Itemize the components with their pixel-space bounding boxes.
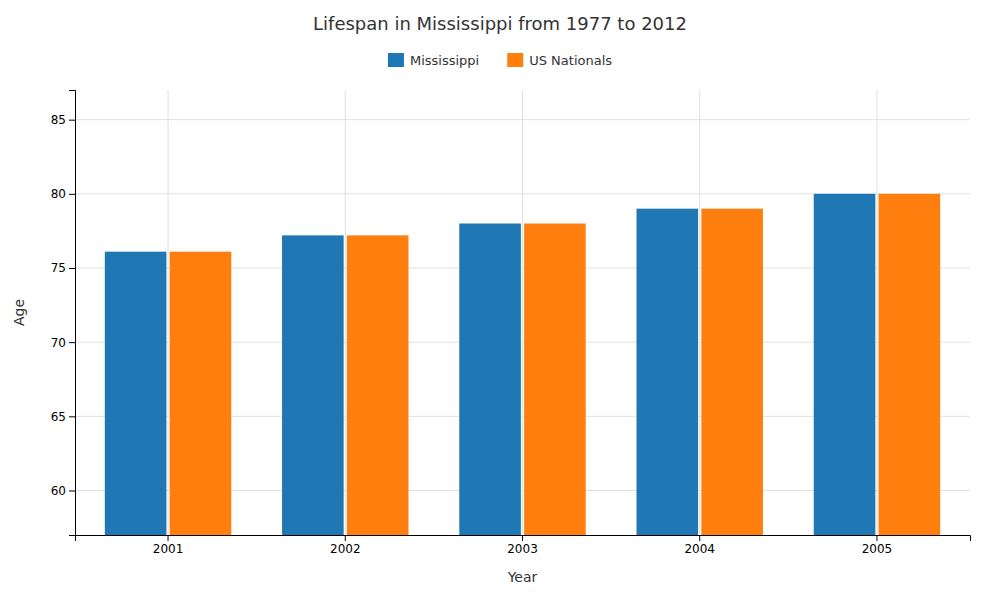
legend: Mississippi US Nationals bbox=[388, 53, 612, 68]
legend-swatch bbox=[507, 53, 523, 67]
y-tick-mark bbox=[69, 268, 75, 269]
y-tick-mark bbox=[69, 120, 75, 121]
legend-swatch bbox=[388, 53, 404, 67]
y-tick-label: 75 bbox=[51, 261, 66, 275]
x-tick: 2004 bbox=[684, 535, 715, 556]
x-tick-mark bbox=[699, 535, 700, 541]
x-grid-line bbox=[168, 90, 169, 535]
y-tick: 65 bbox=[51, 410, 75, 424]
x-tick-label: 2002 bbox=[330, 542, 361, 556]
x-tick: 2001 bbox=[153, 535, 184, 556]
bar-series bbox=[170, 194, 941, 535]
grid bbox=[75, 90, 970, 535]
y-tick-mark bbox=[69, 342, 75, 343]
y-tick: 80 bbox=[51, 187, 75, 201]
y-axis: 60 65 70 75 80 85 bbox=[51, 91, 76, 536]
x-tick: 2003 bbox=[507, 535, 538, 556]
x-tick: 2002 bbox=[330, 535, 361, 556]
bar bbox=[105, 252, 167, 535]
x-tick-mark bbox=[168, 535, 169, 541]
x-tick: 2005 bbox=[862, 535, 893, 556]
x-axis-title: Year bbox=[507, 569, 538, 585]
x-tick-mark bbox=[345, 535, 346, 541]
bar bbox=[524, 224, 586, 536]
bar bbox=[879, 194, 941, 535]
x-grid-line bbox=[345, 90, 346, 535]
x-tick-label: 2003 bbox=[507, 542, 538, 556]
legend-label: Mississippi bbox=[410, 53, 479, 68]
y-tick-mark bbox=[69, 194, 75, 195]
x-grid-line bbox=[876, 90, 877, 535]
legend-label: US Nationals bbox=[529, 53, 612, 68]
x-grid-line bbox=[699, 90, 700, 535]
y-tick-label: 80 bbox=[51, 187, 66, 201]
x-axis: 2001 2002 2003 2004 2005 bbox=[76, 535, 971, 556]
y-axis-title: Age bbox=[11, 299, 27, 326]
x-tick-label: 2005 bbox=[862, 542, 893, 556]
y-tick-mark bbox=[69, 416, 75, 417]
y-tick: 85 bbox=[51, 113, 75, 127]
bar bbox=[637, 209, 699, 535]
y-axis-line bbox=[69, 91, 76, 536]
chart-svg: 60 65 70 75 80 85 2001 2002 2003 2004 2005 Lifespan… bbox=[0, 0, 1000, 600]
y-tick-label: 85 bbox=[51, 113, 66, 127]
bar bbox=[170, 252, 232, 535]
x-tick-label: 2001 bbox=[153, 542, 184, 556]
y-tick-mark bbox=[69, 491, 75, 492]
bar bbox=[347, 235, 409, 535]
chart-title: Lifespan in Mississippi from 1977 to 201… bbox=[313, 13, 687, 34]
y-tick-label: 65 bbox=[51, 410, 66, 424]
x-axis-line bbox=[76, 536, 971, 542]
legend-item: Mississippi bbox=[388, 53, 479, 68]
x-grid-line bbox=[522, 90, 523, 535]
bar bbox=[701, 209, 763, 535]
plot-area bbox=[105, 194, 940, 535]
y-tick: 75 bbox=[51, 261, 75, 275]
y-tick-label: 70 bbox=[51, 336, 66, 350]
bar bbox=[282, 235, 344, 535]
bar bbox=[814, 194, 876, 535]
y-tick-label: 60 bbox=[51, 484, 66, 498]
x-tick-label: 2004 bbox=[684, 542, 715, 556]
x-tick-mark bbox=[876, 535, 877, 541]
bar bbox=[459, 224, 521, 536]
x-tick-mark bbox=[522, 535, 523, 541]
bar-series bbox=[105, 194, 876, 535]
chart-container: 60 65 70 75 80 85 2001 2002 2003 2004 2005 Lifespan… bbox=[0, 0, 1000, 600]
legend-item: US Nationals bbox=[507, 53, 612, 68]
y-tick: 70 bbox=[51, 336, 75, 350]
y-tick: 60 bbox=[51, 484, 75, 498]
